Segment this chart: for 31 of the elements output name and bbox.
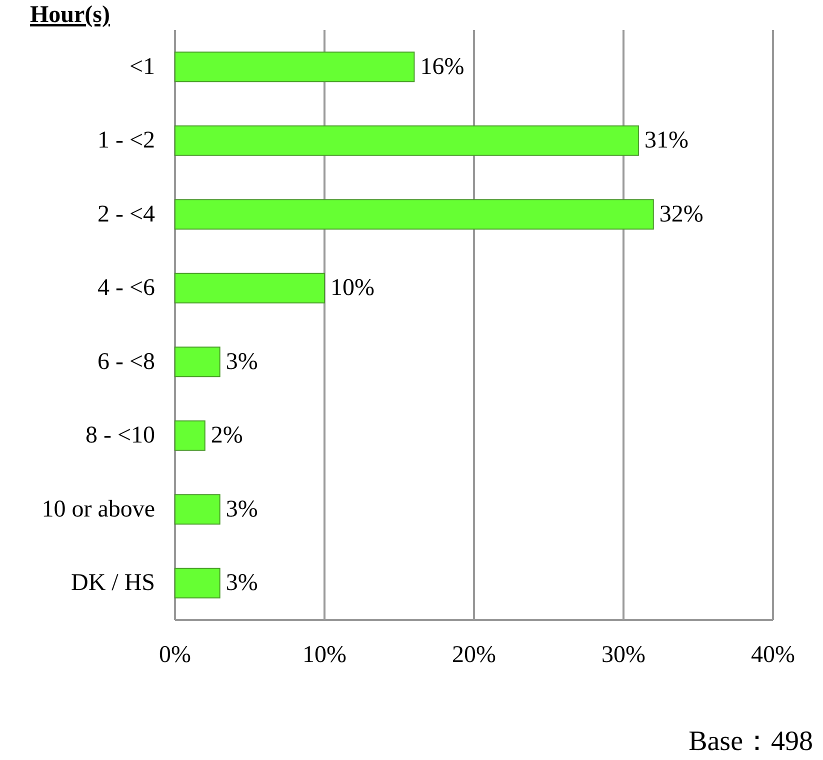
x-tick-label: 10% [302, 642, 346, 668]
bar [174, 199, 654, 230]
y-tick-label: 6 - <8 [97, 348, 155, 375]
x-tick-label: 40% [751, 642, 795, 668]
bar [174, 346, 220, 378]
bar [174, 52, 415, 82]
data-label: 3% [226, 348, 258, 375]
data-label: 10% [330, 275, 374, 302]
y-tick-label: 1 - <2 [97, 128, 155, 154]
y-axis-title: Hour(s) [30, 2, 110, 28]
y-tick-label: DK / HS [70, 570, 155, 596]
text: Base：498 [688, 726, 813, 757]
x-tick-label: 30% [602, 642, 646, 668]
y-tick-label: 2 - <4 [97, 201, 155, 228]
y-tick-label: <1 [129, 54, 155, 80]
bar [174, 125, 639, 156]
x-tick-label: 20% [452, 642, 496, 668]
data-label: 31% [644, 128, 688, 154]
data-label: 3% [226, 496, 258, 522]
data-label: 2% [210, 422, 243, 449]
data-label: 32% [659, 201, 704, 228]
bar [174, 568, 220, 598]
bar [174, 420, 206, 451]
y-tick-label: 4 - <6 [97, 275, 155, 302]
data-label: 3% [226, 570, 258, 596]
y-tick-label: 10 or above [42, 496, 155, 522]
bar [174, 272, 325, 304]
bar [174, 494, 220, 525]
data-label: 16% [420, 54, 464, 80]
x-tick-label: 0% [159, 642, 191, 668]
y-tick-label: 8 - <10 [85, 422, 155, 449]
